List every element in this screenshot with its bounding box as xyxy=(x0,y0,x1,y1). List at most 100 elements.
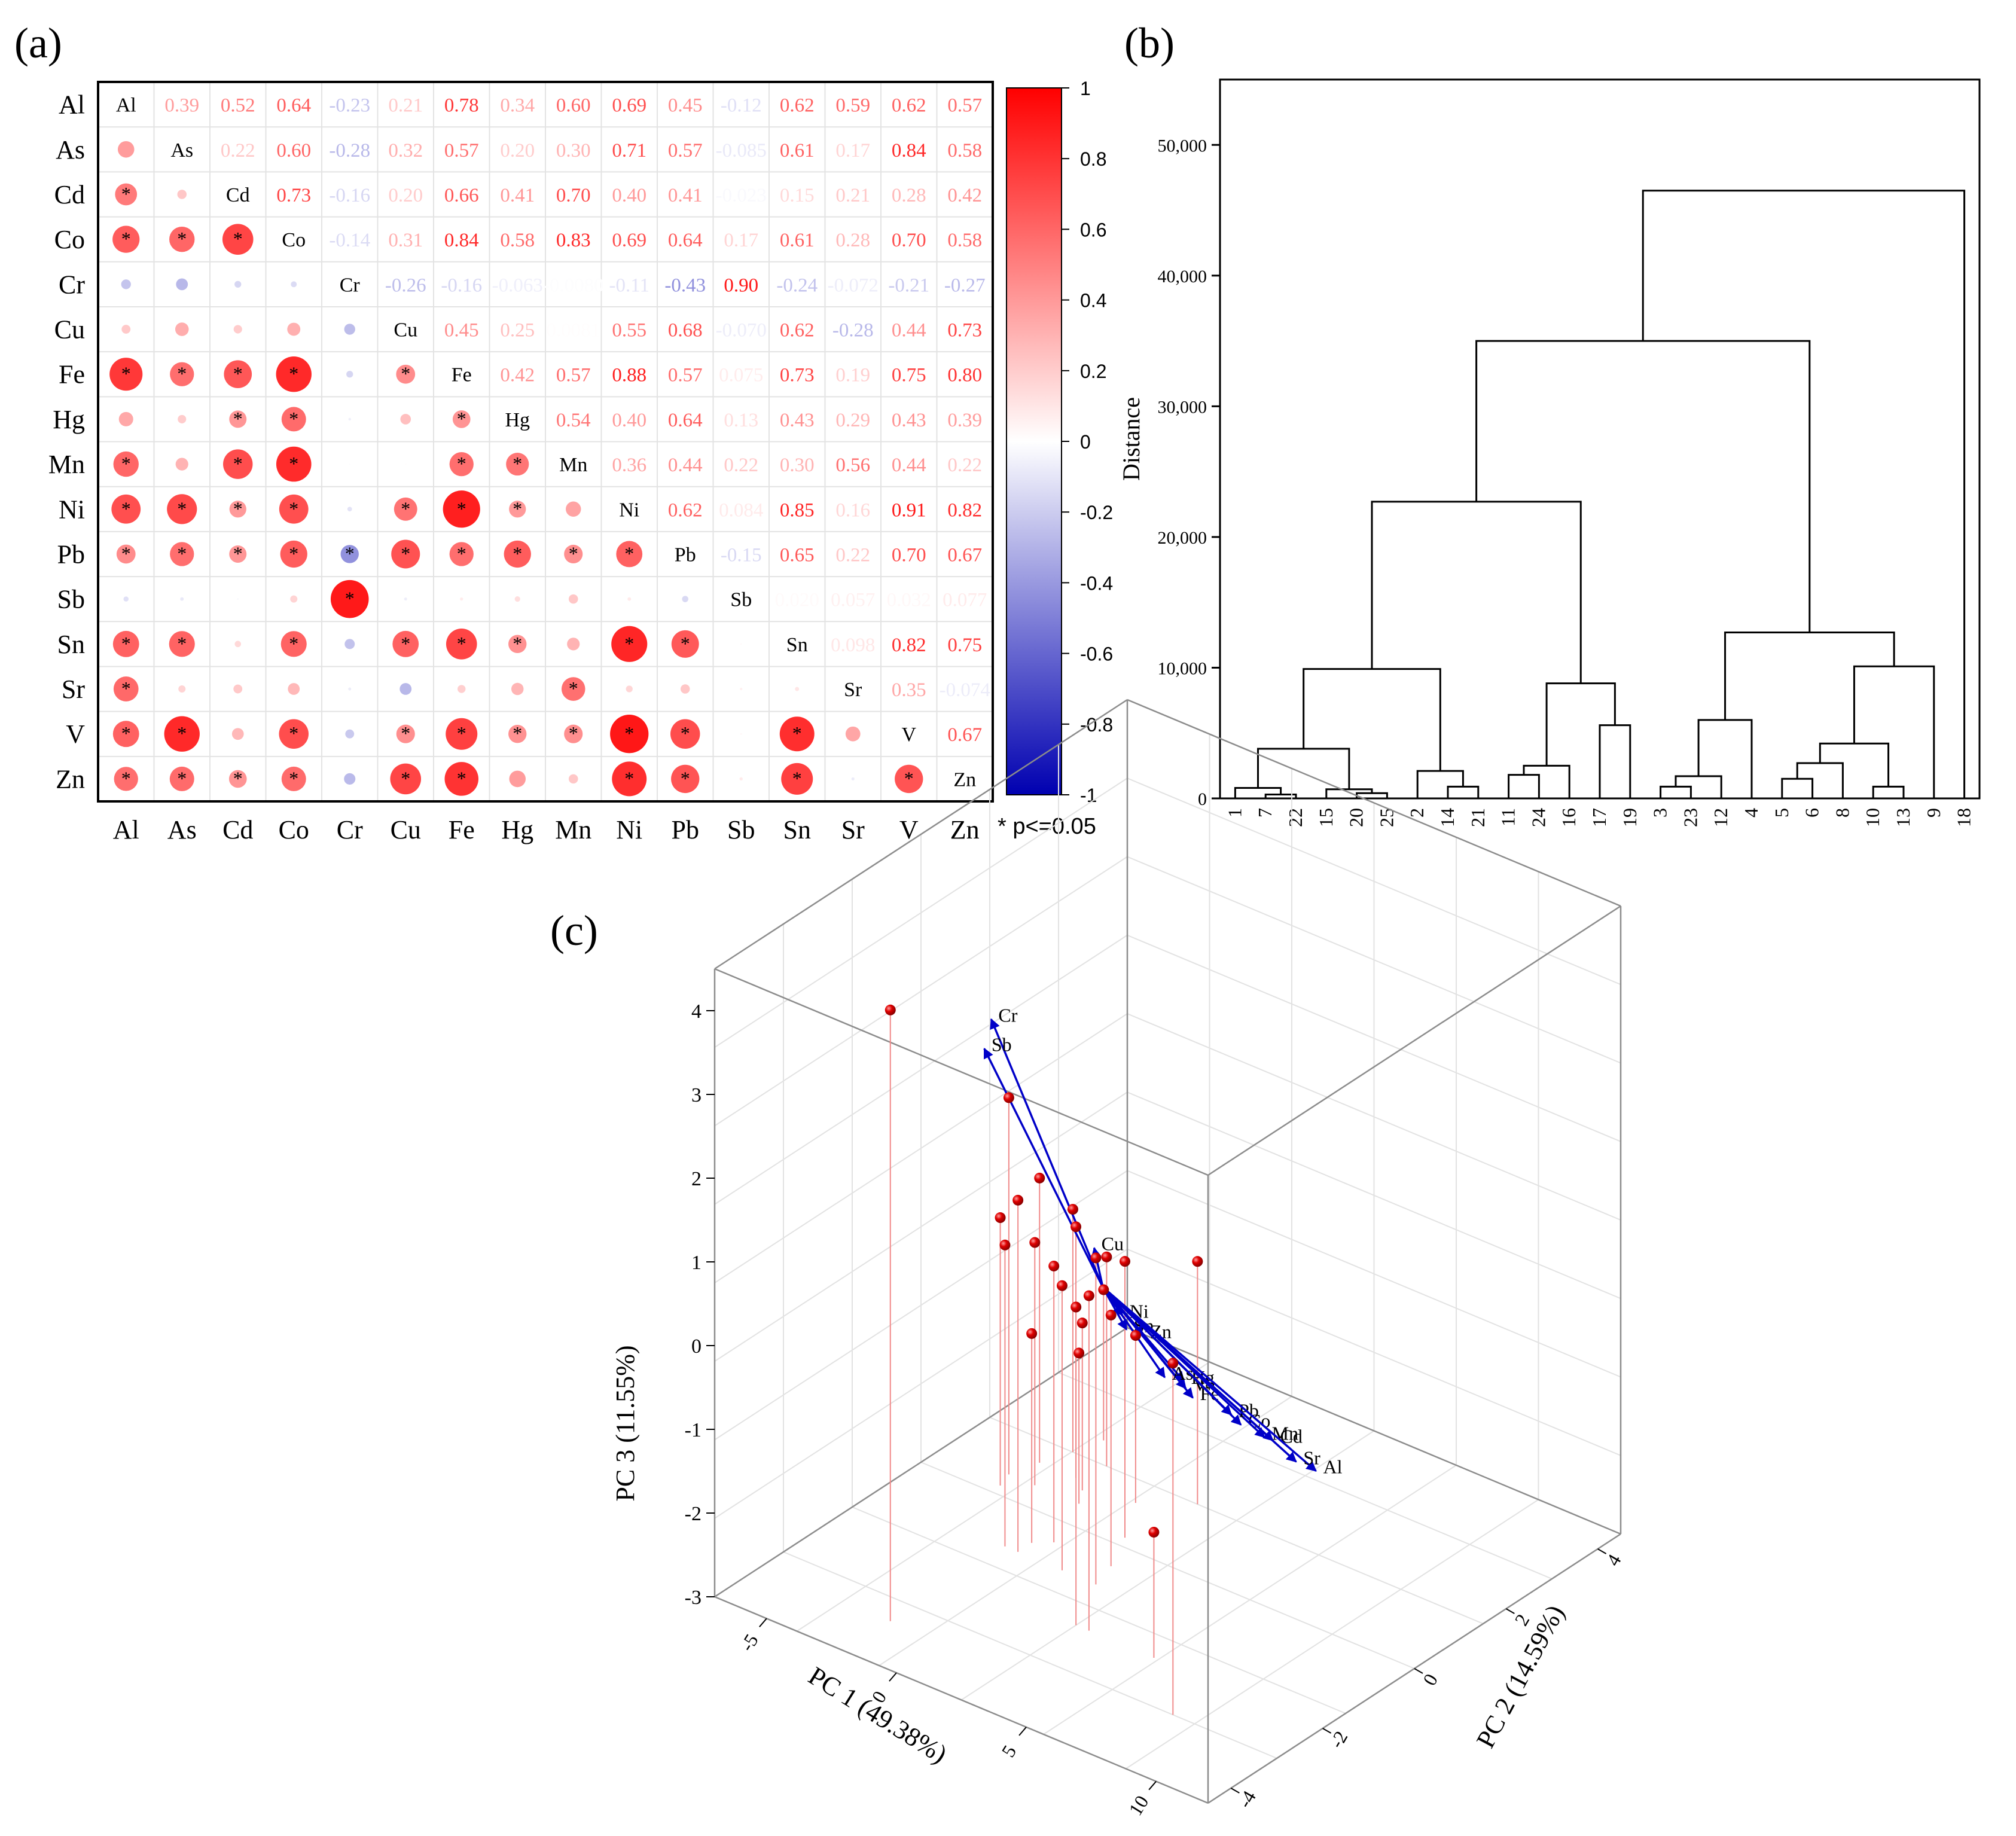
dendrogram-link xyxy=(1853,665,1935,798)
correlation-value: 0.0081 xyxy=(546,320,600,341)
correlation-value: 0.44 xyxy=(668,455,703,476)
score-point xyxy=(1101,1251,1112,1262)
colorbar-tick-label: -1 xyxy=(1080,785,1097,806)
row-label: Fe xyxy=(59,360,85,389)
significance-marker: * xyxy=(233,453,243,474)
correlation-circle xyxy=(740,688,743,691)
correlation-value: 0.31 xyxy=(388,230,423,251)
x-tick xyxy=(759,1618,767,1627)
correlation-value: 0.84 xyxy=(892,140,926,161)
dendrogram-link xyxy=(1234,787,1282,798)
correlation-value: -0.16 xyxy=(329,185,370,206)
correlation-value: 0.40 xyxy=(612,410,646,431)
correlation-value: 0.57 xyxy=(668,365,703,386)
pca-loading-vectors: CrSbCuNiSnZnFeVHgCoMnAsCdPbAlSr xyxy=(983,1004,1343,1478)
correlation-circle xyxy=(180,597,184,601)
column-label: Co xyxy=(279,815,309,844)
dendrogram-link xyxy=(1599,724,1631,798)
correlation-value: 0.73 xyxy=(276,185,311,206)
correlation-circle xyxy=(177,190,187,199)
correlation-value: -0.43 xyxy=(664,275,706,296)
loading-label: Cu xyxy=(1102,1233,1124,1255)
correlation-circle xyxy=(611,626,648,662)
correlation-value: 0.70 xyxy=(892,544,926,566)
correlation-circle xyxy=(169,766,194,791)
correlation-value: -0.28 xyxy=(329,140,370,161)
x-tick-label: 10 xyxy=(1124,1792,1152,1819)
z-tick-label: -2 xyxy=(685,1503,702,1525)
correlation-value: 0.25 xyxy=(500,320,535,341)
column-labels: Al As Cd Co Cr Cu Fe Hg Mn Ni Pb Sb Sn Sr V Zn xyxy=(113,815,980,844)
correlation-circle xyxy=(670,719,700,749)
correlation-value: 0.22 xyxy=(835,544,870,566)
correlation-circle xyxy=(851,777,855,781)
column-label: Mn xyxy=(555,815,591,844)
diagonal-label: Sn xyxy=(786,634,808,656)
column-label: Cr xyxy=(337,815,363,844)
correlation-value: -0.16 xyxy=(441,275,482,296)
colorbar-tick-label: -0.6 xyxy=(1080,643,1113,665)
correlation-value: -0.14 xyxy=(329,230,370,251)
column-label: Zn xyxy=(950,815,980,844)
grid-line xyxy=(920,1462,1415,1669)
correlation-circle xyxy=(114,767,138,791)
row-label: Sn xyxy=(57,630,85,659)
dendrogram-link xyxy=(1796,762,1844,798)
z-tick-label: 2 xyxy=(691,1168,702,1190)
colorbar-tick-label: -0.4 xyxy=(1080,572,1113,594)
correlation-circle xyxy=(279,719,309,749)
dendrogram-link xyxy=(1447,785,1480,798)
diagonal-label: Ni xyxy=(619,499,639,521)
significance-marker: * xyxy=(233,767,243,789)
correlation-value: 0.69 xyxy=(612,95,646,117)
correlation-value: 0.45 xyxy=(668,95,703,117)
correlation-value: 0.15 xyxy=(780,185,815,206)
correlation-circle xyxy=(682,596,689,602)
score-point xyxy=(1070,1301,1082,1313)
correlation-circle xyxy=(347,507,352,512)
significance-marker: * xyxy=(569,722,578,744)
significance-marker: * xyxy=(624,633,634,654)
row-label: V xyxy=(66,719,85,749)
correlation-circle xyxy=(348,417,351,421)
row-label: Ni xyxy=(59,495,85,524)
correlation-circle xyxy=(176,278,188,291)
significance-marker: * xyxy=(513,633,522,654)
correlation-value: 0.66 xyxy=(444,185,479,206)
correlation-circle xyxy=(231,728,244,740)
correlation-value: 0.57 xyxy=(668,140,703,161)
dendrogram-link xyxy=(1371,501,1582,684)
diagonal-label: Cu xyxy=(394,319,417,341)
pc1-axis-label: PC 1 (49.38%) xyxy=(803,1661,952,1769)
correlation-value: 0.32 xyxy=(388,140,423,161)
correlation-value: 0.077 xyxy=(943,590,987,611)
leaf-label: 2 xyxy=(1406,808,1428,818)
correlation-value: 0.85 xyxy=(780,499,815,521)
score-point xyxy=(1029,1237,1041,1248)
correlation-value: 0.62 xyxy=(780,95,815,117)
correlation-value: -0.0080 xyxy=(543,275,604,296)
score-point xyxy=(1090,1252,1102,1264)
dendrogram-panel: (b) 0 10,000 20,000 30,000 40,000 50,000 Dist… xyxy=(1118,19,1981,827)
dendrogram-link xyxy=(1523,764,1570,798)
significance-marker: * xyxy=(681,767,690,789)
colorbar xyxy=(1006,87,1062,795)
dendrogram-link xyxy=(1257,748,1350,789)
dendrogram-link xyxy=(1697,719,1753,798)
correlation-circle xyxy=(845,726,861,742)
row-label: Al xyxy=(59,90,85,120)
significance-marker: * xyxy=(121,542,131,564)
score-point xyxy=(1073,1347,1085,1359)
correlation-circle xyxy=(121,325,131,334)
significance-marker: * xyxy=(177,363,187,385)
x-tick-label: -5 xyxy=(736,1630,763,1655)
correlation-circle xyxy=(115,183,138,206)
correlation-circle xyxy=(229,545,247,563)
correlation-value: 0.057 xyxy=(831,590,875,611)
correlation-value: 0.39 xyxy=(947,410,982,431)
column-label: Hg xyxy=(501,815,533,844)
significance-marker: * xyxy=(792,767,802,789)
colorbar-tick-label: 1 xyxy=(1080,78,1091,99)
correlation-value: 0.30 xyxy=(556,140,591,161)
